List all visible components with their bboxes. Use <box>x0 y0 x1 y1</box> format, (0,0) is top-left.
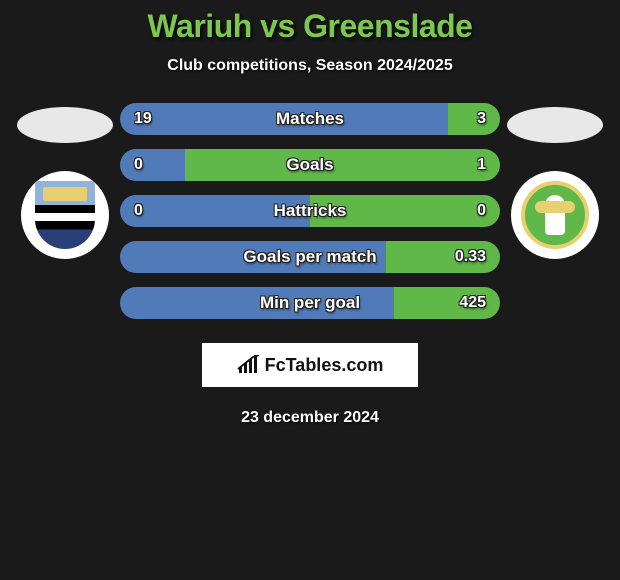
shield-icon <box>35 181 95 249</box>
club-badge-right <box>511 171 599 259</box>
stat-label: Goals per match <box>120 241 500 273</box>
stat-bar: 19 Matches 3 <box>120 103 500 135</box>
stat-value-right: 1 <box>477 149 486 181</box>
brand-link[interactable]: FcTables.com <box>202 343 418 387</box>
comparison-card: Wariuh vs Greenslade Club competitions, … <box>0 0 620 427</box>
stat-label: Goals <box>120 149 500 181</box>
bar-chart-icon <box>237 355 261 375</box>
stat-value-right: 3 <box>477 103 486 135</box>
page-title: Wariuh vs Greenslade <box>0 8 620 45</box>
stat-value-right: 425 <box>459 287 486 319</box>
brand-text: FcTables.com <box>265 355 384 376</box>
stat-bar: 0 Goals 1 <box>120 149 500 181</box>
player-left-avatar <box>17 107 113 143</box>
date-line: 23 december 2024 <box>0 409 620 427</box>
stats-bars: 19 Matches 3 0 Goals 1 0 Hattricks 0 <box>120 103 500 319</box>
club-badge-left <box>21 171 109 259</box>
subtitle: Club competitions, Season 2024/2025 <box>0 57 620 75</box>
stat-label: Min per goal <box>120 287 500 319</box>
left-column <box>10 103 120 259</box>
stat-bar: Min per goal 425 <box>120 287 500 319</box>
stat-label: Matches <box>120 103 500 135</box>
shield-icon <box>521 181 589 249</box>
stat-value-right: 0.33 <box>455 241 486 273</box>
right-column <box>500 103 610 259</box>
player-right-avatar <box>507 107 603 143</box>
stat-bar: 0 Hattricks 0 <box>120 195 500 227</box>
stat-value-right: 0 <box>477 195 486 227</box>
stat-label: Hattricks <box>120 195 500 227</box>
main-row: 19 Matches 3 0 Goals 1 0 Hattricks 0 <box>0 103 620 319</box>
stat-bar: Goals per match 0.33 <box>120 241 500 273</box>
